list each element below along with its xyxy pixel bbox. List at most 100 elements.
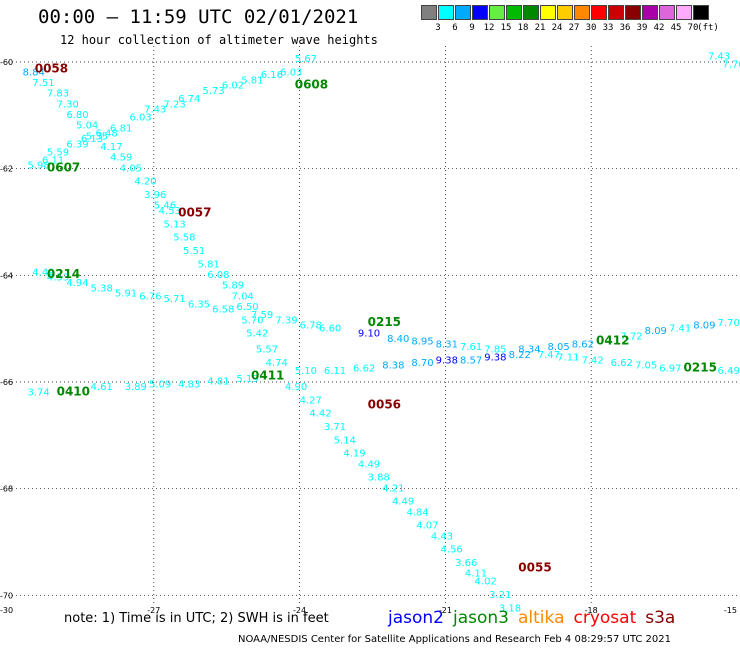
legend-bin-label: 12 — [483, 23, 495, 33]
legend-swatch — [506, 5, 522, 20]
pass-time-label: 0214 — [47, 267, 80, 281]
wave-height-value: 8.05 — [547, 342, 569, 353]
wave-height-value: 5.46 — [154, 201, 176, 212]
lat-tick-label: -68 — [0, 485, 13, 494]
wave-height-value: 8.09 — [693, 321, 715, 332]
legend-swatch — [489, 5, 505, 20]
lon-tick-label: -27 — [147, 606, 160, 615]
wave-height-value: 9.38 — [484, 353, 506, 364]
wave-height-value: 5.38 — [91, 283, 113, 294]
legend-bin-label: 27 — [568, 23, 580, 33]
wave-height-value: 4.53 — [159, 206, 181, 217]
wave-height-value: 6.60 — [319, 323, 341, 334]
wave-height-value: 3.71 — [324, 422, 346, 433]
wave-height-value: 5.70 — [241, 315, 263, 326]
wave-height-value: 6.16 — [261, 70, 283, 81]
wave-height-value: 7.59 — [251, 310, 273, 321]
wave-height-value: 3.74 — [27, 387, 49, 398]
legend-bin-label: 18 — [517, 23, 529, 33]
pass-time-label: 0215 — [684, 360, 717, 374]
legend-bin-label: 24 — [551, 23, 563, 33]
wave-height-value: 5.09 — [149, 379, 171, 390]
wave-height-value: 7.05 — [635, 361, 657, 372]
wave-height-value: 8.62 — [572, 339, 594, 350]
legend-swatch — [455, 5, 471, 20]
wave-height-value: 6.97 — [659, 363, 681, 374]
wave-height-value: 5.59 — [47, 147, 69, 158]
footer-credit: NOAA/NESDIS Center for Satellite Applica… — [238, 634, 671, 645]
wave-height-value: 5.71 — [164, 294, 186, 305]
legend-bin-label: 33 — [602, 23, 614, 33]
wave-height-value: 4.42 — [309, 409, 331, 420]
wave-height-value: 3.88 — [368, 473, 390, 484]
wave-height-value: 8.22 — [509, 350, 531, 361]
wave-height-value: 6.11 — [324, 366, 346, 377]
wave-height-value: 7.51 — [32, 78, 54, 89]
lon-tick-label: -18 — [585, 606, 598, 615]
wave-height-value: 4.94 — [66, 278, 88, 289]
wave-height-value: 4.84 — [407, 507, 429, 518]
legend-swatch — [557, 5, 573, 20]
lon-tick-label: -30 — [0, 606, 13, 615]
pass-time-label: 0215 — [368, 315, 401, 329]
footer-note: note: 1) Time is in UTC; 2) SWH is in fe… — [64, 611, 329, 626]
wave-height-value: 8.57 — [460, 355, 482, 366]
wave-height-observations: 8.847.517.837.306.805.045.354.174.594.05… — [23, 51, 740, 614]
legend-unit: (ft) — [697, 23, 719, 33]
wave-height-value: 5.14 — [334, 435, 356, 446]
legend-bin-label: 6 — [452, 23, 458, 33]
satellite-s3a: s3a — [645, 608, 676, 628]
pass-time-label: 0607 — [47, 160, 80, 174]
lon-tick-label: -15 — [724, 606, 737, 615]
wave-height-value: 7.11 — [557, 353, 579, 364]
wave-height-value: 3.18 — [499, 603, 521, 614]
wave-height-value: 6.03 — [130, 113, 152, 124]
wave-height-value: 4.02 — [475, 577, 497, 588]
wave-height-value: 5.89 — [222, 281, 244, 292]
wave-height-value: 7.23 — [164, 99, 186, 110]
wave-height-value: 4.49 — [358, 459, 380, 470]
legend-bin-label: 30 — [585, 23, 597, 33]
wave-height-value: 4.61 — [91, 382, 113, 393]
wave-height-value: 5.42 — [246, 329, 268, 340]
wave-height-value: 4.81 — [207, 377, 229, 388]
wave-height-value: 8.40 — [387, 334, 409, 345]
wave-height-value: 5.81 — [198, 259, 220, 270]
wave-height-value: 7.30 — [57, 99, 79, 110]
wave-height-value: 6.81 — [110, 123, 132, 134]
pass-time-label: 0608 — [295, 78, 328, 92]
wave-height-value: 7.61 — [460, 342, 482, 353]
wave-height-value: 4.74 — [266, 358, 288, 369]
wave-height-value: 4.53 — [47, 273, 69, 284]
wave-height-value: 8.31 — [436, 339, 458, 350]
wave-height-value: 3.66 — [455, 558, 477, 569]
wave-height-value: 6.58 — [212, 305, 234, 316]
wave-height-value: 8.70 — [411, 358, 433, 369]
pass-time-label: 0410 — [57, 384, 90, 398]
pass-time-labels: 0058 0608 0607 0057 0214 0215 0412 0215 0411 0410… — [35, 62, 717, 575]
wave-height-value: 7.70 — [722, 59, 740, 70]
satellite-legend: jason2 jason3 altika cryosat s3a — [388, 608, 684, 628]
wave-height-value: 4.43 — [431, 531, 453, 542]
legend-swatch — [591, 5, 607, 20]
wave-height-value: 6.39 — [66, 139, 88, 150]
lon-tick-label: -24 — [293, 606, 306, 615]
pass-time-label: 0058 — [35, 62, 68, 76]
wave-height-value: 6.74 — [178, 94, 200, 105]
wave-height-value: 3.21 — [489, 590, 511, 601]
legend-bin-label: 21 — [534, 23, 546, 33]
lat-tick-label: -66 — [0, 378, 13, 387]
wave-height-value: 4.17 — [100, 142, 122, 153]
wave-height-value: 8.84 — [23, 67, 45, 78]
pass-time-label: 0055 — [518, 560, 551, 574]
wave-height-value: 9.10 — [358, 329, 380, 340]
wave-height-value: 8.38 — [382, 361, 404, 372]
wave-height-value: 8.95 — [411, 337, 433, 348]
satellite-jason2: jason2 — [388, 608, 444, 628]
wave-height-value: 5.81 — [241, 75, 263, 86]
wave-height-value: 5.35 — [86, 131, 108, 142]
wave-height-value: 4.21 — [382, 483, 404, 494]
wave-height-value: 4.90 — [285, 382, 307, 393]
wave-height-value: 4.49 — [32, 267, 54, 278]
